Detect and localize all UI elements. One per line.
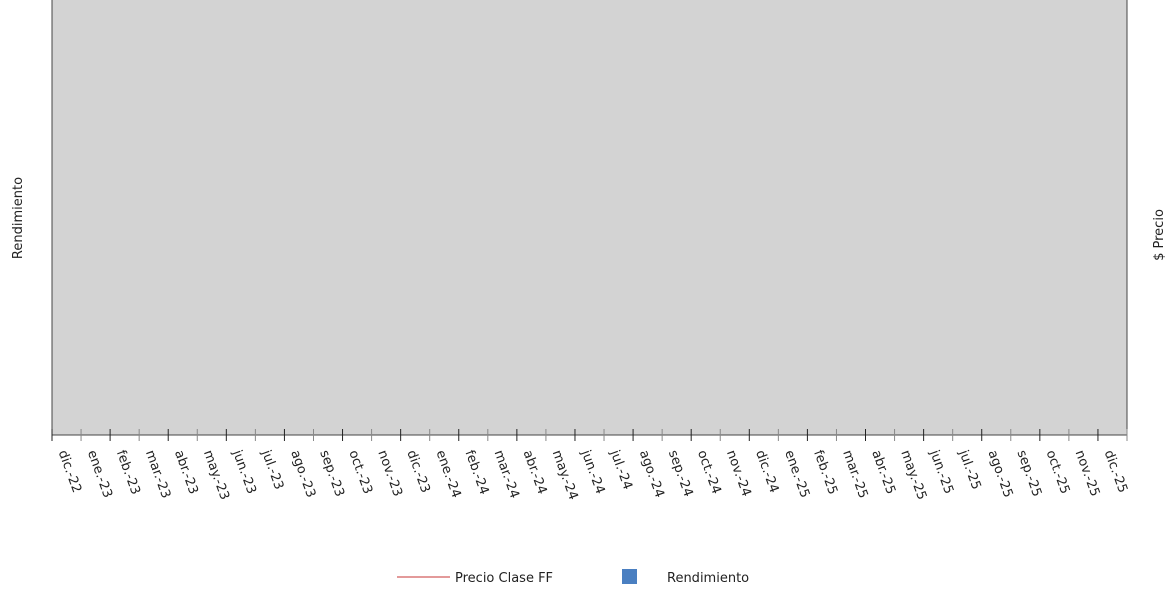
x-tick-label: jul.-25 [955,447,983,491]
legend-label: Rendimiento [667,571,749,586]
y2-axis-label: $ Precio [1152,209,1167,261]
x-tick-label: ago.-24 [636,448,667,499]
x-tick-label: ene.-23 [84,448,115,500]
x-tick-label: jun.-25 [926,447,956,496]
x-tick-label: abr.-23 [171,448,201,496]
x-tick-label: nov.-24 [723,448,754,498]
x-tick-label: sep.-23 [316,448,347,499]
y-axis-label: Rendimiento [11,177,26,259]
x-tick-label: may.-24 [549,448,581,502]
x-tick-label: sep.-24 [665,448,696,499]
x-tick-label: feb.-25 [810,448,840,497]
x-tick-label: mar.-24 [491,448,522,500]
x-tick-label: oct.-23 [345,448,375,496]
x-tick-label: may.-25 [897,448,929,502]
x-tick-label: oct.-25 [1043,448,1073,496]
legend-swatch [622,569,637,584]
x-tick-label: jun.-24 [577,447,607,496]
x-tick-label: dic.-25 [1101,448,1130,495]
x-tick-label: nov.-25 [1072,448,1103,498]
x-tick-label: mar.-25 [839,448,870,500]
x-tick-label: sep.-25 [1014,448,1045,499]
x-tick-label: jul.-23 [258,447,286,491]
x-tick-label: jul.-24 [606,447,634,491]
x-tick-label: dic.-22 [55,448,84,495]
x-tick-label: ago.-23 [287,448,318,499]
x-tick-label: abr.-25 [868,448,898,496]
x-tick-label: jun.-23 [229,447,259,496]
x-tick-label: oct.-24 [694,448,724,496]
x-tick-label: feb.-23 [113,448,143,497]
x-tick-label: feb.-24 [462,448,492,497]
x-tick-label: abr.-24 [520,448,550,496]
x-tick-label: may.-23 [200,448,232,502]
x-tick-label: mar.-23 [142,448,173,500]
legend-label: Precio Clase FF [455,571,553,586]
x-tick-label: dic.-23 [403,448,432,495]
x-tick-label: ago.-25 [984,448,1015,499]
plot-area [52,0,1127,435]
x-tick-label: dic.-24 [752,448,781,495]
x-tick-label: ene.-24 [432,448,463,500]
x-tick-label: ene.-25 [781,448,812,500]
x-tick-label: nov.-23 [374,448,405,498]
